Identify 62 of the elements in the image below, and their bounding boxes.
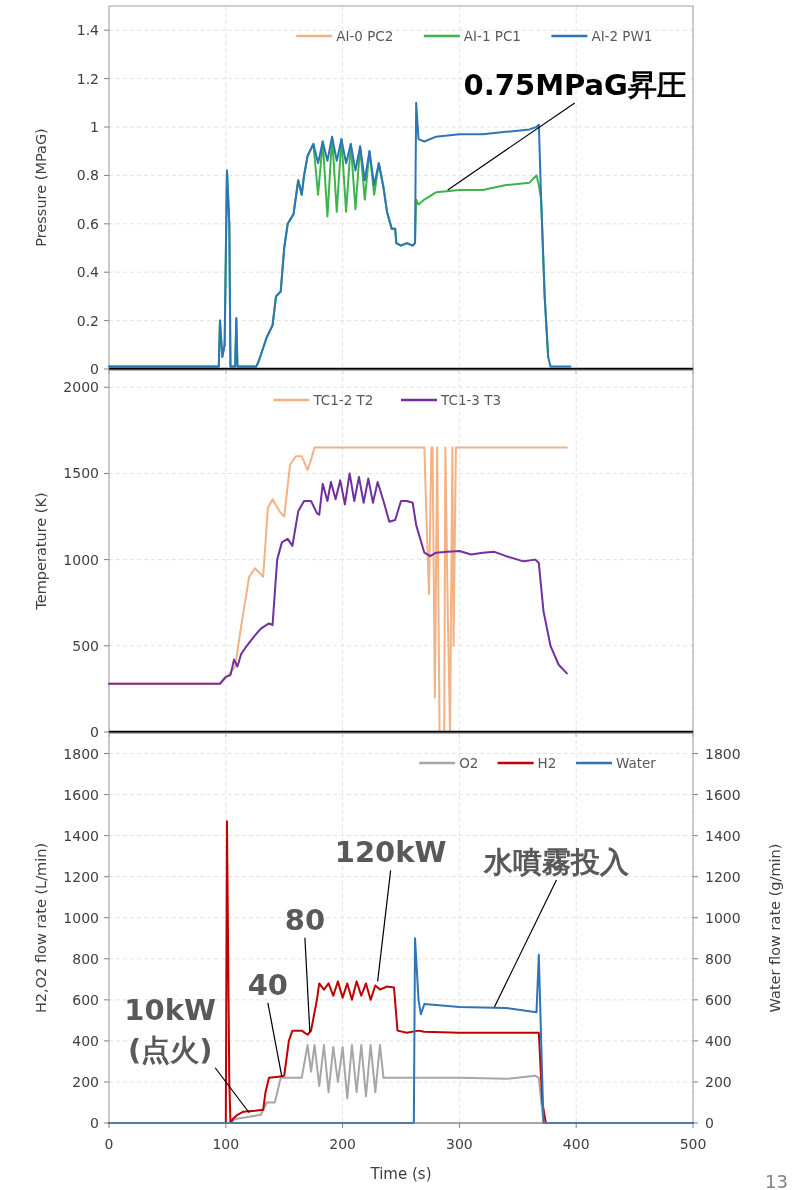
y2-tick-label: 1200	[705, 868, 741, 885]
legend-label: AI-2 PW1	[591, 28, 653, 44]
annotation: 水噴霧投入	[483, 845, 629, 1008]
legend-label: AI-1 PC1	[463, 28, 521, 44]
y-tick-label: 1400	[63, 827, 99, 844]
y-tick-label: 0	[90, 724, 99, 740]
y-axis-title: Temperature (K)	[33, 492, 49, 611]
y-tick-label: 1.4	[76, 22, 100, 39]
y-tick-label: 600	[72, 991, 99, 1008]
y-axis-title: Pressure (MPaG)	[33, 128, 49, 247]
x-tick-label: 300	[446, 1136, 473, 1152]
y-tick-label: 1000	[63, 551, 99, 568]
y2-tick-label: 0	[705, 1115, 714, 1131]
legend-label: O2	[459, 755, 479, 771]
y-tick-label: 500	[72, 637, 99, 654]
y-tick-label: 400	[72, 1032, 99, 1049]
y-tick-label: 1800	[63, 745, 99, 762]
legend-label: TC1-3 T3	[440, 392, 502, 408]
y-tick-label: 1500	[63, 465, 99, 482]
annotation: 10kW (点火)	[124, 992, 250, 1114]
y2-tick-label: 1600	[705, 786, 741, 803]
legend-label: Water	[616, 755, 657, 771]
y-axis-title: H2,O2 flow rate (L/min)	[33, 842, 49, 1014]
y-tick-label: 0.6	[76, 215, 100, 232]
y-tick-label: 1600	[63, 786, 99, 803]
annotation: 0.75MPaG昇圧	[447, 67, 686, 191]
annotation: 水噴霧投入	[482, 845, 630, 880]
y-tick-label: 1	[90, 119, 99, 135]
y-tick-label: 0.8	[76, 167, 99, 184]
x-tick-label: 100	[212, 1136, 240, 1152]
legend-label: H2	[537, 755, 557, 771]
y2-axis-title: Water flow rate (g/min)	[767, 843, 783, 1013]
y-tick-label: 1000	[63, 909, 99, 926]
y-tick-label: 0	[90, 1115, 99, 1131]
y-tick-label: 800	[72, 950, 99, 967]
x-tick-label: 400	[562, 1136, 590, 1152]
y2-tick-label: 1400	[705, 827, 741, 844]
y-tick-label: 200	[72, 1073, 99, 1090]
y-tick-label: 0	[90, 361, 99, 377]
y2-tick-label: 800	[705, 950, 732, 967]
y2-tick-label: 1800	[705, 745, 741, 762]
text: 13	[765, 1171, 788, 1190]
annotation: 10kW (点火)	[124, 992, 216, 1067]
y-tick-label: 0.4	[76, 264, 100, 281]
annotation: 0.75MPaG昇圧	[463, 67, 686, 102]
y2-tick-label: 400	[705, 1032, 732, 1049]
y-tick-label: 1200	[63, 868, 99, 885]
y-tick-label: 1.2	[76, 70, 99, 87]
x-axis-title: Time (s)	[369, 1165, 432, 1183]
y2-tick-label: 1000	[705, 909, 741, 926]
x-tick-label: 0	[104, 1136, 114, 1152]
x-tick-label: 200	[329, 1136, 356, 1152]
annotation: 120kW	[334, 835, 447, 982]
legend-label: AI-0 PC2	[336, 28, 394, 44]
annotation: 120kW	[334, 835, 447, 870]
y-tick-label: 2000	[63, 379, 99, 396]
legend-label: TC1-2 T2	[312, 392, 374, 408]
annotation: 80	[284, 902, 326, 937]
y2-tick-label: 200	[705, 1073, 732, 1090]
y-tick-label: 0.2	[76, 312, 99, 329]
y2-tick-label: 600	[705, 991, 732, 1008]
x-tick-label: 500	[679, 1136, 707, 1152]
